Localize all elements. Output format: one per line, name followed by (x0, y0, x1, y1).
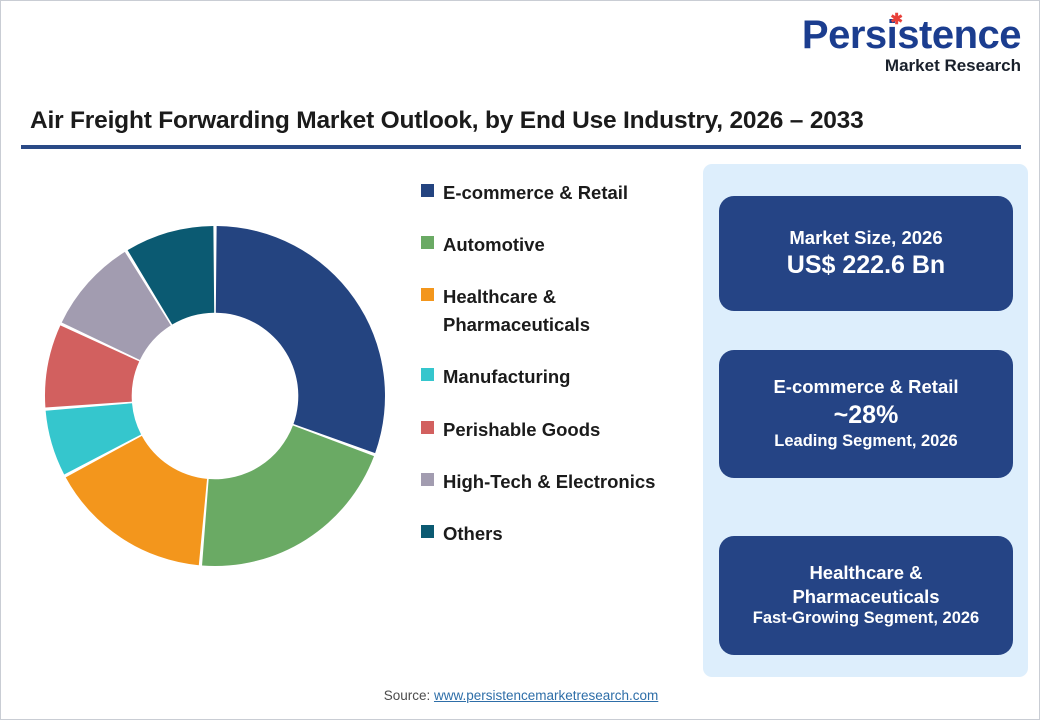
stats-panel: Market Size, 2026 US$ 222.6 Bn E-commerc… (703, 164, 1028, 677)
legend-item-high-tech-electronics[interactable]: High-Tech & Electronics (421, 468, 701, 496)
stat-card-title-line1: Healthcare & (809, 562, 923, 584)
donut-slice-group (44, 226, 385, 566)
donut-slice[interactable] (45, 403, 142, 475)
stat-card-value: US$ 222.6 Bn (786, 251, 946, 280)
logo-brand-label: Persistence (801, 13, 1022, 57)
legend-item-healthcare-pharmaceuticals[interactable]: Healthcare & Pharmaceuticals (421, 283, 701, 339)
legend-item-e-commerce-retail[interactable]: E-commerce & Retail (421, 179, 701, 207)
stat-card-leading-segment: E-commerce & Retail ~28% Leading Segment… (719, 350, 1013, 478)
legend-item-manufacturing[interactable]: Manufacturing (421, 363, 701, 391)
donut-slice[interactable] (127, 226, 215, 325)
stat-card-value: ~28% (833, 401, 899, 430)
stat-card-label: Market Size, 2026 (789, 226, 943, 248)
stat-card-title-line2: Pharmaceuticals (792, 585, 940, 607)
legend-item-label: High-Tech & Electronics (443, 470, 656, 492)
logo-brand-text: Persistence ✱ (801, 11, 1022, 57)
legend-swatch-icon (421, 236, 434, 250)
stat-card-fast-growing-segment: Healthcare & Pharmaceuticals Fast-Growin… (719, 536, 1013, 655)
source-link[interactable]: www.persistencemarketresearch.com (433, 688, 659, 703)
legend-swatch-icon (421, 420, 434, 434)
donut-slice[interactable] (65, 435, 208, 566)
donut-slice[interactable] (61, 251, 171, 360)
legend-swatch-icon (421, 524, 434, 538)
legend-item-label: Others (443, 522, 503, 544)
chart-legend: E-commerce & Retail Automotive Healthcar… (421, 179, 701, 548)
star-icon: ✱ (890, 11, 903, 28)
logo-subtitle: Market Research (884, 56, 1021, 75)
company-logo: Persistence ✱ Market Research (801, 11, 1022, 75)
source-footer: Source: www.persistencemarketresearch.co… (1, 688, 1040, 703)
stat-card-caption: Leading Segment, 2026 (774, 432, 958, 451)
legend-item-others[interactable]: Others (421, 520, 701, 548)
stat-card-title: E-commerce & Retail (773, 376, 959, 398)
legend-item-label: Automotive (443, 234, 545, 256)
legend-item-label: E-commerce & Retail (443, 182, 629, 203)
legend-item-perishable-goods[interactable]: Perishable Goods (421, 416, 701, 444)
legend-item-label: Perishable Goods (443, 418, 601, 440)
stat-card-caption: Fast-Growing Segment, 2026 (752, 609, 980, 628)
legend-item-label: Manufacturing (443, 366, 571, 388)
legend-swatch-icon (421, 368, 434, 382)
donut-slice[interactable] (202, 425, 375, 566)
legend-swatch-icon (421, 288, 434, 302)
donut-chart (25, 206, 405, 586)
donut-slice[interactable] (44, 325, 140, 408)
donut-slice[interactable] (215, 226, 385, 454)
legend-swatch-icon (421, 472, 434, 486)
legend-item-automotive[interactable]: Automotive (421, 231, 701, 259)
stat-card-market-size: Market Size, 2026 US$ 222.6 Bn (719, 196, 1013, 311)
legend-swatch-icon (421, 184, 434, 197)
page-title: Air Freight Forwarding Market Outlook, b… (30, 107, 864, 134)
legend-item-label: Healthcare & Pharmaceuticals (443, 286, 591, 336)
title-divider (21, 145, 1021, 149)
source-label: Source: (383, 688, 434, 703)
donut-chart-svg (44, 226, 385, 566)
